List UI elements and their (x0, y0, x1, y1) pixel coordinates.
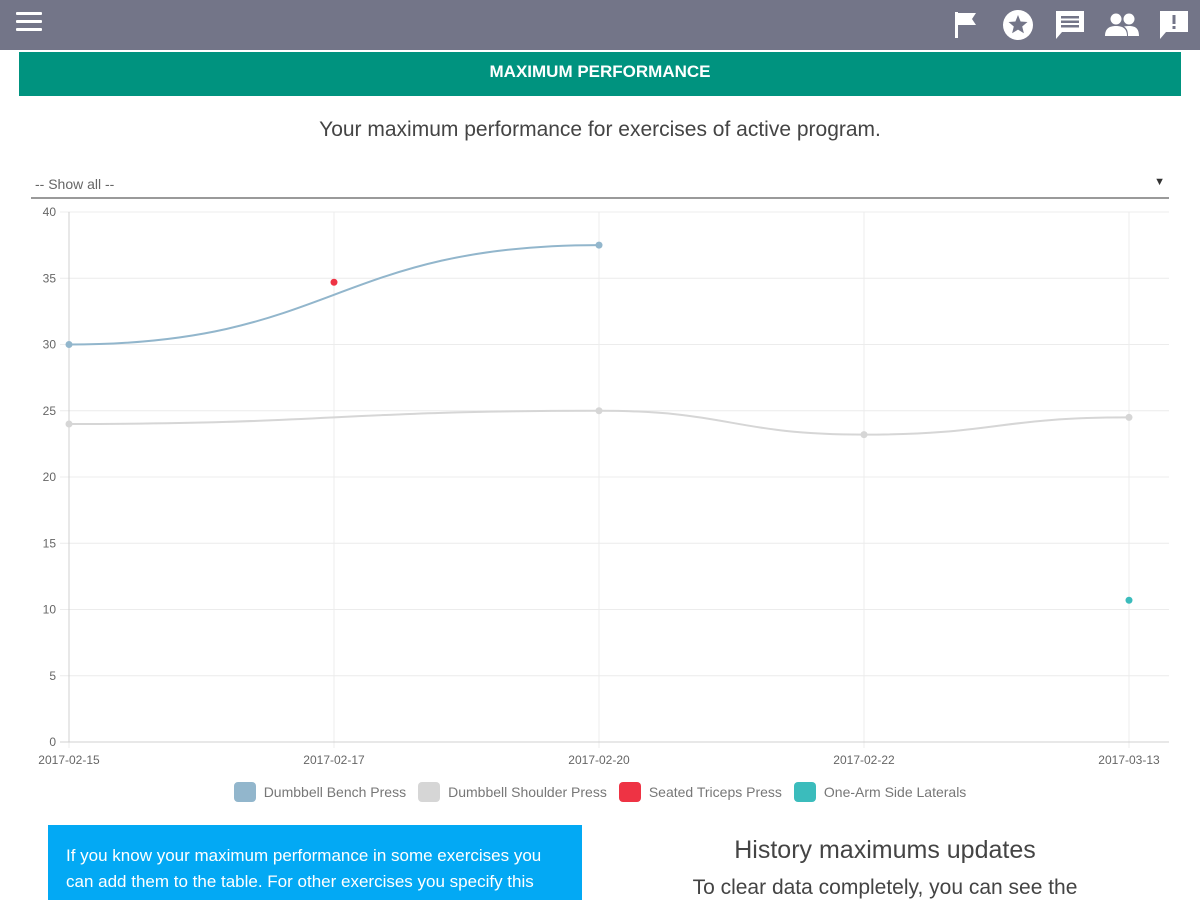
x-tick-label: 2017-02-17 (303, 753, 365, 767)
data-point (595, 407, 603, 415)
info-box: If you know your maximum performance in … (48, 825, 582, 900)
feedback-icon[interactable] (1156, 7, 1192, 43)
y-tick-label: 5 (49, 669, 56, 683)
y-tick-label: 15 (43, 536, 57, 550)
legend-swatch (618, 782, 641, 802)
dropdown-arrow-icon: ▼ (1154, 176, 1165, 188)
legend-label: Dumbbell Bench Press (263, 784, 407, 800)
performance-chart: 0 5 10 15 20 25 30 35 40 2017-02-15 2017-02-17 2017… (38, 205, 1169, 767)
chart-legend: Dumbbell Bench Press Dumbbell Shoulder Pr… (0, 782, 1200, 802)
x-tick-label: 2017-02-22 (833, 753, 895, 767)
data-point (595, 241, 603, 249)
people-icon[interactable] (1104, 7, 1140, 43)
y-tick-label: 40 (43, 205, 57, 219)
data-point (65, 341, 73, 348)
y-tick-label: 10 (43, 603, 57, 617)
page-subtitle: Your maximum performance for exercises o… (319, 118, 881, 141)
y-tick-label: 25 (43, 404, 57, 418)
history-subtitle: To clear data completely, you can see th… (692, 876, 1078, 899)
legend-label: Dumbbell Shoulder Press (448, 784, 607, 800)
x-tick-label: 2017-02-15 (38, 753, 100, 767)
star-circle-icon[interactable] (1000, 7, 1036, 43)
legend-label: Seated Triceps Press (648, 784, 782, 800)
legend-label: One-Arm Side Laterals (823, 784, 967, 800)
legend-item[interactable]: Dumbbell Shoulder Press (418, 782, 607, 802)
hamburger-menu-icon[interactable] (16, 12, 42, 34)
filter-selected-value: -- Show all -- (35, 176, 115, 192)
x-tick-label: 2017-03-13 (1098, 753, 1160, 767)
x-tick-label: 2017-02-20 (568, 753, 630, 767)
history-title: History maximums updates (734, 836, 1036, 864)
data-point (860, 431, 868, 439)
y-tick-label: 0 (49, 735, 56, 749)
legend-swatch (233, 782, 256, 802)
legend-item[interactable]: Dumbbell Bench Press (233, 782, 407, 802)
y-tick-label: 35 (43, 271, 57, 285)
series-line-1 (68, 409, 1130, 436)
legend-item[interactable]: Seated Triceps Press (618, 782, 782, 802)
flag-icon[interactable] (948, 7, 984, 43)
y-tick-label: 20 (43, 470, 57, 484)
data-point (65, 420, 73, 428)
y-tick-label: 30 (43, 338, 57, 352)
legend-item[interactable]: One-Arm Side Laterals (793, 782, 967, 802)
exercise-filter-select[interactable]: -- Show all -- ▼ (31, 172, 1169, 199)
legend-swatch (793, 782, 816, 802)
maximum-performance-banner: MAXIMUM PERFORMANCE (19, 52, 1181, 96)
data-point (1125, 413, 1133, 421)
data-point (330, 278, 338, 286)
comment-list-icon[interactable] (1052, 7, 1088, 43)
legend-swatch (418, 782, 441, 802)
data-point (1125, 596, 1133, 604)
top-bar (0, 0, 1200, 50)
series-line-0 (68, 244, 600, 346)
top-icons (932, 6, 1192, 44)
